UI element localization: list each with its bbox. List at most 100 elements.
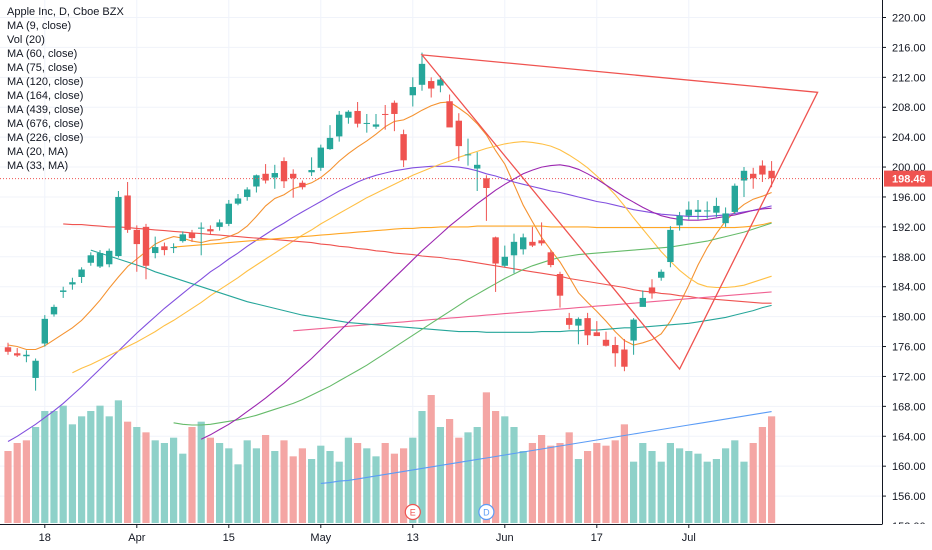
indicator-label[interactable]: MA (33, MA) (7, 160, 69, 172)
candle[interactable] (474, 152, 481, 191)
event-marker[interactable]: D (478, 503, 495, 521)
candle[interactable] (694, 199, 702, 220)
candle[interactable] (418, 52, 426, 91)
candle[interactable] (354, 102, 361, 128)
candle[interactable] (253, 174, 260, 193)
candle[interactable] (602, 331, 610, 347)
candle[interactable] (216, 219, 223, 231)
candle[interactable] (32, 358, 39, 391)
indicator-label[interactable]: MA (75, close) (7, 62, 78, 74)
volume-bar (289, 456, 297, 523)
candle[interactable] (345, 110, 352, 124)
candle[interactable] (244, 187, 251, 201)
candle[interactable] (768, 161, 775, 188)
candle[interactable] (639, 290, 646, 307)
candle[interactable] (382, 104, 389, 130)
indicator-label[interactable]: MA (20, MA) (7, 146, 69, 158)
candle[interactable] (566, 312, 573, 330)
candle[interactable] (41, 315, 48, 347)
candle[interactable] (658, 269, 665, 281)
candle[interactable] (538, 222, 545, 246)
indicator-label[interactable]: MA (676, close) (7, 118, 84, 130)
candle[interactable] (501, 245, 508, 268)
indicator-label[interactable]: MA (60, close) (7, 48, 78, 60)
triangle-drawing[interactable] (420, 54, 819, 371)
candle[interactable] (225, 199, 232, 227)
candle[interactable] (731, 183, 738, 215)
candle[interactable] (207, 225, 214, 235)
candle[interactable] (648, 279, 656, 299)
candle[interactable] (69, 277, 76, 290)
candle[interactable] (464, 138, 472, 166)
candle[interactable] (87, 252, 94, 266)
candle[interactable] (170, 243, 177, 254)
candle[interactable] (593, 321, 600, 337)
event-marker[interactable]: E (404, 503, 421, 521)
candle[interactable] (409, 77, 416, 107)
candle[interactable] (547, 250, 554, 268)
candle[interactable] (584, 312, 591, 346)
candle[interactable] (271, 164, 278, 189)
candle[interactable] (391, 100, 398, 132)
candle[interactable] (115, 190, 122, 258)
candle[interactable] (142, 223, 150, 280)
candle[interactable] (455, 113, 462, 162)
candle[interactable] (161, 242, 168, 256)
candle[interactable] (326, 125, 334, 150)
candle[interactable] (400, 129, 407, 168)
indicator-label[interactable]: Vol (20) (7, 34, 45, 46)
candle[interactable] (179, 231, 186, 243)
indicator-label[interactable]: MA (164, close) (7, 90, 84, 102)
indicator-label[interactable]: MA (439, close) (7, 104, 84, 116)
candle[interactable] (529, 226, 536, 248)
candle[interactable] (372, 113, 380, 129)
candle[interactable] (685, 201, 692, 220)
candle[interactable] (630, 318, 637, 355)
candle[interactable] (308, 157, 315, 177)
candle[interactable] (262, 164, 269, 184)
candle[interactable] (299, 180, 306, 190)
candle[interactable] (198, 222, 205, 256)
candle[interactable] (446, 94, 453, 128)
candle[interactable] (621, 339, 628, 372)
candle[interactable] (50, 304, 58, 317)
candle[interactable] (280, 157, 288, 188)
candle[interactable] (612, 336, 619, 367)
candle[interactable] (124, 182, 131, 233)
candle[interactable] (363, 113, 370, 133)
candle[interactable] (740, 167, 748, 197)
candle[interactable] (520, 233, 527, 255)
indicator-label[interactable]: MA (226, close) (7, 132, 84, 144)
candle[interactable] (78, 267, 85, 283)
candle[interactable] (492, 236, 499, 292)
candle[interactable] (704, 201, 711, 219)
candle[interactable] (676, 211, 683, 231)
candle[interactable] (4, 342, 12, 355)
candle[interactable] (106, 248, 113, 268)
candle[interactable] (483, 175, 490, 221)
candle[interactable] (556, 271, 564, 308)
candle[interactable] (713, 197, 720, 218)
candle[interactable] (722, 207, 729, 227)
symbol-title[interactable]: Apple Inc, D, Cboe BZX (7, 6, 124, 18)
candle[interactable] (667, 226, 674, 268)
candle[interactable] (133, 225, 140, 272)
candle[interactable] (336, 110, 343, 142)
indicator-label[interactable]: MA (9, close) (7, 20, 72, 32)
candle[interactable] (188, 229, 196, 242)
candle[interactable] (290, 169, 297, 198)
candle[interactable] (152, 236, 159, 259)
candle[interactable] (23, 350, 30, 363)
indicator-label[interactable]: MA (120, close) (7, 76, 84, 88)
candle[interactable] (234, 193, 242, 206)
candle[interactable] (510, 233, 518, 274)
candle[interactable] (60, 286, 67, 298)
candle[interactable] (437, 75, 444, 93)
candle[interactable] (428, 77, 435, 98)
candle[interactable] (575, 317, 582, 345)
candle[interactable] (317, 144, 324, 171)
candle[interactable] (14, 348, 21, 357)
candle[interactable] (96, 250, 104, 269)
